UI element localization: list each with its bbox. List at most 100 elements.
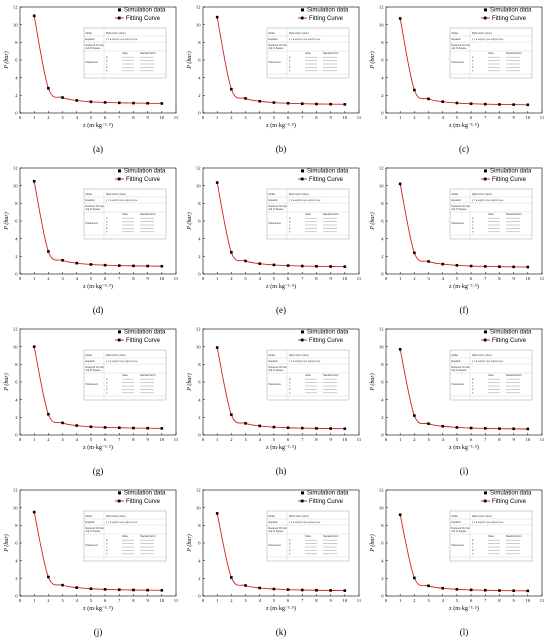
data-point xyxy=(47,86,50,90)
fit-table-row-label: Adj. R-Square xyxy=(452,208,468,211)
fitting-curve-line xyxy=(33,346,162,429)
data-point xyxy=(427,584,430,588)
data-point xyxy=(483,265,487,268)
data-point xyxy=(215,346,219,349)
x-tick-label: 7 xyxy=(484,276,487,281)
x-tick-label: 8 xyxy=(315,437,318,442)
legend-curve-marker xyxy=(117,177,121,181)
x-tick-label: 9 xyxy=(512,437,515,442)
fitting-curve-line xyxy=(399,18,528,106)
data-point xyxy=(89,425,93,429)
fit-table xyxy=(449,510,533,562)
fit-table xyxy=(83,27,167,79)
data-point xyxy=(441,262,445,266)
y-tick-label: 2 xyxy=(381,415,384,420)
fit-table-equation: y = a·exp(-b·x)+c·exp(-d·x)+e xyxy=(289,521,321,524)
data-point xyxy=(230,87,233,91)
y-tick-label: 0 xyxy=(15,111,18,116)
y-tick-label: 10 xyxy=(13,183,18,188)
y-tick-label: 8 xyxy=(381,40,384,45)
data-point xyxy=(244,584,247,587)
fit-table-model: MyFunction (User) xyxy=(289,515,309,518)
x-tick-label: 3 xyxy=(244,276,247,281)
data-point xyxy=(215,181,219,184)
fit-table-col-header: Value xyxy=(488,52,495,55)
y-tick-label: 2 xyxy=(15,254,18,259)
fit-table-row-label: Parameters xyxy=(452,222,465,225)
y-tick-label: 10 xyxy=(13,344,18,349)
legend-curve-label: Fitting Curve xyxy=(309,16,344,22)
data-point xyxy=(61,583,64,587)
fit-table-row-label: Model xyxy=(86,193,93,196)
x-axis-label: z (m·kg⁻¹·⁵) xyxy=(83,444,113,451)
chart-panel: 0 1 2 3 4 5 6 7 8 9 10 11 0 2 4 6 8 10 12 z (m·kg⁻¹·⁵) P (ba… xyxy=(366,0,549,161)
fit-table-param-name: A xyxy=(106,56,108,59)
fit-table-col-header: Standard Error xyxy=(140,52,156,55)
y-tick-label: 0 xyxy=(381,111,384,116)
chart-panel: 0 1 2 3 4 5 6 7 8 9 10 11 0 2 4 6 8 10 12 z (m·kg⁻¹·⁵) P (ba… xyxy=(183,161,366,322)
y-tick-label: 4 xyxy=(198,236,201,241)
x-tick-label: 4 xyxy=(76,598,79,603)
fit-table-equation: y = a·exp(-b·x)+c·exp(-d·x)+e xyxy=(106,521,138,524)
x-tick-label: 11 xyxy=(174,115,179,120)
x-tick-label: 4 xyxy=(259,115,262,120)
data-point xyxy=(413,88,416,92)
x-tick-label: 1 xyxy=(33,276,36,281)
data-point xyxy=(343,589,347,592)
data-point xyxy=(215,15,219,19)
y-tick-label: 8 xyxy=(198,362,201,367)
x-tick-label: 9 xyxy=(512,115,515,120)
data-point xyxy=(512,265,515,269)
x-tick-label: 7 xyxy=(484,437,487,442)
data-point xyxy=(300,264,304,268)
data-point xyxy=(300,426,304,430)
x-tick-label: 1 xyxy=(399,276,402,281)
y-tick-label: 0 xyxy=(198,111,201,116)
fit-table-param-name: e xyxy=(472,553,474,556)
y-tick-label: 0 xyxy=(15,433,18,438)
data-point xyxy=(413,414,416,417)
fit-table-param-name: e xyxy=(106,231,108,234)
data-point xyxy=(258,99,262,103)
x-tick-label: 5 xyxy=(456,276,459,281)
fit-table-model: MyFunction (User) xyxy=(472,193,492,196)
x-axis-label: z (m·kg⁻¹·⁵) xyxy=(266,283,296,290)
x-tick-label: 8 xyxy=(315,598,318,603)
x-tick-label: 4 xyxy=(259,276,262,281)
fit-table-row-label: Equation xyxy=(269,199,279,202)
x-tick-label: 4 xyxy=(442,437,445,442)
x-tick-label: 5 xyxy=(273,115,276,120)
y-axis-label: P (bar) xyxy=(3,212,10,230)
y-axis-label: P (bar) xyxy=(3,534,10,552)
data-point xyxy=(47,412,50,416)
x-tick-label: 3 xyxy=(61,437,64,442)
x-axis-label: z (m·kg⁻¹·⁵) xyxy=(83,283,113,290)
fit-table-col-header: Value xyxy=(488,374,495,377)
data-point xyxy=(258,262,262,265)
fit-table-row-label: Reduced Chi-Sqr xyxy=(86,205,105,208)
x-tick-label: 3 xyxy=(427,115,430,120)
y-tick-label: 0 xyxy=(381,272,384,277)
legend-curve-marker xyxy=(483,16,487,20)
x-tick-label: 8 xyxy=(315,276,318,281)
fit-table xyxy=(266,188,350,240)
fit-table-row-label: Model xyxy=(452,32,459,35)
panel-label: (h) xyxy=(276,466,287,476)
x-tick-label: 7 xyxy=(301,115,304,120)
fit-table xyxy=(83,510,167,562)
data-point xyxy=(315,588,318,592)
data-point xyxy=(512,427,515,431)
legend-points-label: Simulation data xyxy=(307,8,349,14)
panel-label: (c) xyxy=(459,144,469,154)
y-tick-label: 0 xyxy=(381,433,384,438)
data-point xyxy=(286,426,290,430)
legend-curve-marker xyxy=(483,338,487,342)
data-point xyxy=(498,589,501,592)
x-tick-label: 9 xyxy=(146,276,149,281)
x-tick-label: 2 xyxy=(230,437,233,442)
x-tick-label: 5 xyxy=(273,598,276,603)
fit-table-row-label: Adj. R-Square xyxy=(269,369,285,372)
y-tick-label: 8 xyxy=(15,362,18,367)
